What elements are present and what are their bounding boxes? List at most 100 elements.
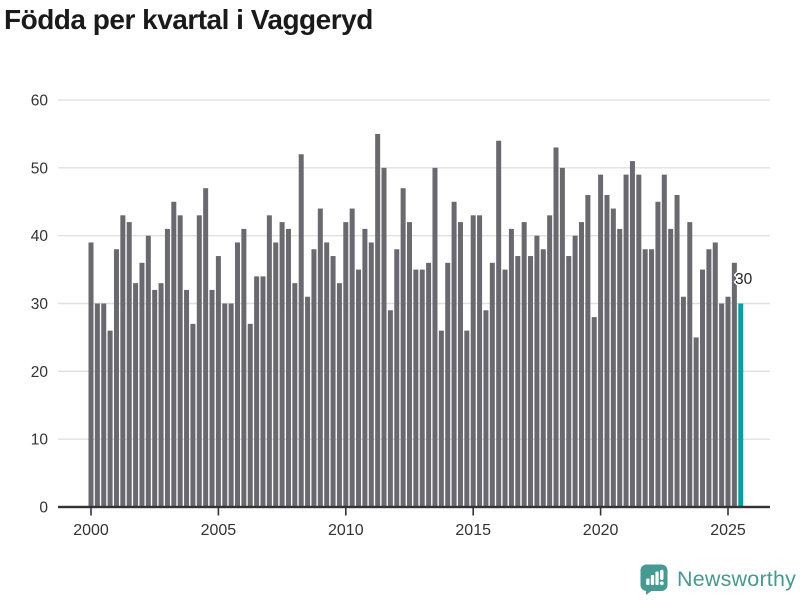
- y-axis-label: 0: [39, 500, 48, 517]
- x-axis-label: 2005: [201, 522, 237, 539]
- bar: [547, 215, 553, 507]
- x-axis-label: 2000: [73, 522, 109, 539]
- bar: [598, 174, 604, 507]
- bar: [591, 317, 597, 507]
- bar: [203, 188, 209, 507]
- bar: [725, 296, 731, 507]
- bar: [394, 249, 400, 507]
- bar: [572, 235, 578, 507]
- latest-value-label: 30: [735, 271, 753, 288]
- bar: [164, 228, 170, 507]
- bar: [604, 194, 610, 508]
- bar: [101, 303, 107, 507]
- bar: [489, 262, 495, 507]
- bar: [145, 235, 151, 507]
- bar: [184, 289, 190, 507]
- bar: [177, 215, 183, 507]
- y-axis-label: 40: [31, 228, 49, 245]
- x-axis-label: 2015: [455, 522, 491, 539]
- bar: [642, 249, 648, 507]
- bar: [438, 330, 444, 507]
- bar: [228, 303, 234, 507]
- bar: [585, 194, 591, 508]
- bar: [336, 283, 342, 507]
- bar: [623, 174, 629, 507]
- bar: [528, 256, 534, 507]
- y-axis-label: 20: [31, 364, 49, 381]
- bar: [521, 222, 527, 508]
- bar: [215, 256, 221, 507]
- bar: [292, 283, 298, 507]
- bar: [457, 222, 463, 508]
- bar: [273, 242, 279, 507]
- bar: [152, 289, 158, 507]
- bar: [254, 276, 260, 507]
- newsworthy-logo-text: Newsworthy: [677, 567, 797, 591]
- bar: [120, 215, 126, 507]
- bar: [496, 140, 502, 507]
- bar: [578, 222, 584, 508]
- newsworthy-logo: Newsworthy: [640, 563, 796, 596]
- bar: [285, 228, 291, 507]
- bar: [209, 289, 215, 507]
- bar: [508, 228, 514, 507]
- bar: [330, 256, 336, 507]
- bar: [113, 249, 119, 507]
- bar: [190, 323, 196, 507]
- bar: [674, 194, 680, 508]
- bar: [222, 303, 228, 507]
- bar: [470, 215, 476, 507]
- bar: [731, 262, 737, 507]
- y-axis-label: 10: [31, 432, 49, 449]
- bar: [133, 283, 139, 507]
- bar: [445, 262, 451, 507]
- bar: [700, 269, 706, 508]
- bar: [241, 228, 247, 507]
- bar: [343, 222, 349, 508]
- bar: [432, 167, 438, 507]
- bar: [661, 174, 667, 507]
- bar: [419, 269, 425, 508]
- bar: [317, 208, 323, 508]
- bar: [464, 330, 470, 507]
- bar: [680, 296, 686, 507]
- x-axis-label: 2010: [328, 522, 364, 539]
- bar: [305, 296, 311, 507]
- bar: [649, 249, 655, 507]
- y-axis-label: 60: [31, 93, 49, 110]
- bar: [636, 174, 642, 507]
- bar: [356, 269, 362, 508]
- bar: [451, 201, 457, 507]
- bar: [629, 161, 635, 507]
- bar: [617, 228, 623, 507]
- bar: [610, 208, 616, 508]
- bar: [712, 242, 718, 507]
- bar: [387, 310, 393, 507]
- bar: [426, 262, 432, 507]
- bar: [719, 303, 725, 507]
- bar: [88, 242, 94, 507]
- bar: [94, 303, 100, 507]
- bar: [158, 283, 164, 507]
- bar: [196, 215, 202, 507]
- bar: [515, 256, 521, 507]
- bar: [483, 310, 489, 507]
- x-axis-label: 2025: [710, 522, 746, 539]
- bar: [260, 276, 266, 507]
- bar: [171, 201, 177, 507]
- bar: [368, 242, 374, 507]
- highlighted-bar: [738, 303, 744, 507]
- bar: [407, 222, 412, 508]
- bar: [540, 249, 546, 507]
- y-axis-label: 30: [31, 296, 49, 313]
- bar: [362, 228, 368, 507]
- bar: [400, 188, 406, 507]
- y-axis-label: 50: [31, 160, 49, 177]
- bar: [655, 201, 661, 507]
- bar: [235, 242, 241, 507]
- bar: [534, 235, 540, 507]
- bar: [139, 262, 145, 507]
- bar: [126, 222, 132, 508]
- newsworthy-bubble-chart-icon: [640, 564, 668, 595]
- bar: [375, 133, 381, 507]
